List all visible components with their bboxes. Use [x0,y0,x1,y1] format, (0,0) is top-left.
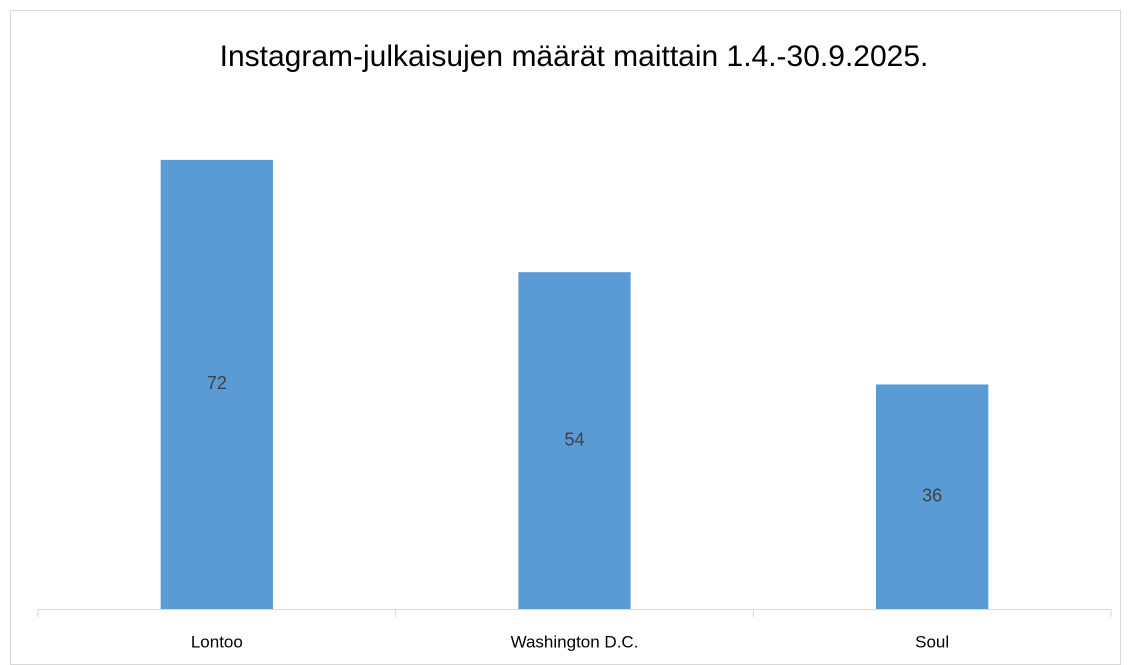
data-label: 36 [922,485,942,505]
bar [876,384,989,609]
bar [160,159,273,609]
x-tick-label: Washington D.C. [511,632,639,651]
x-tick-label: Lontoo [191,632,243,651]
x-tick-label: Soul [915,632,949,651]
chart-title: Instagram-julkaisujen määrät maittain 1.… [220,40,929,73]
data-label: 54 [564,429,584,449]
data-label: 72 [207,373,227,393]
bar [518,272,631,609]
